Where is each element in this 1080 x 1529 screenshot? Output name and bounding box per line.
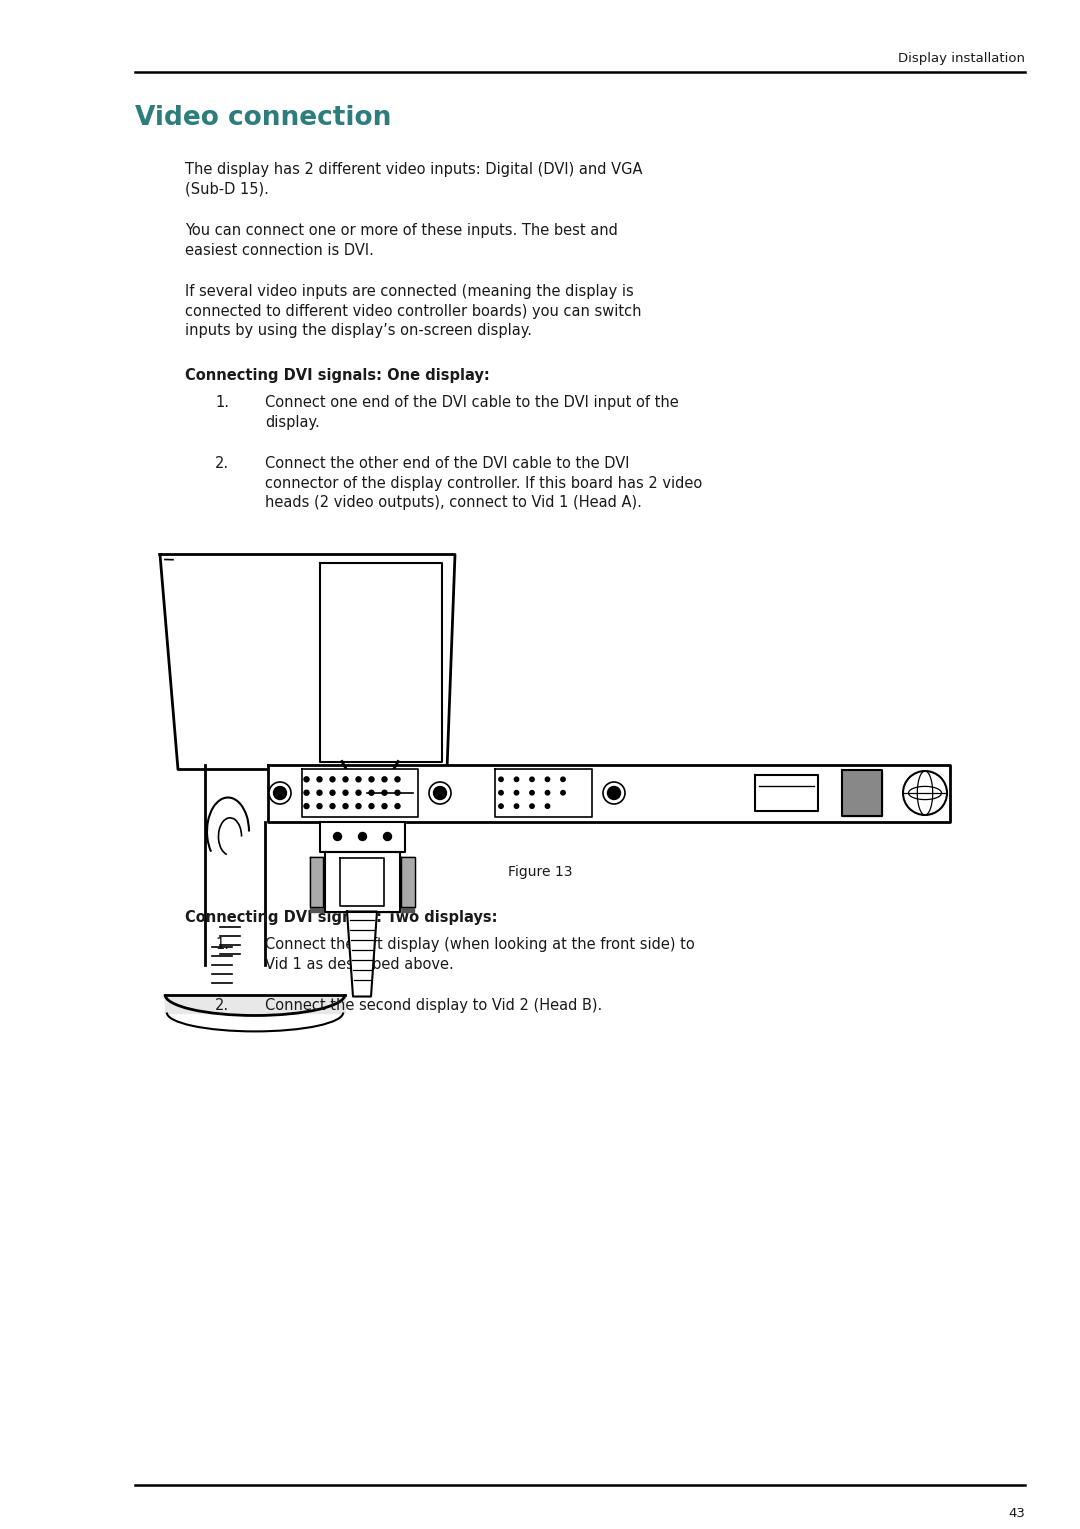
- Circle shape: [499, 790, 503, 795]
- Circle shape: [356, 790, 361, 795]
- Circle shape: [429, 781, 451, 804]
- Text: Figure 13: Figure 13: [508, 864, 572, 879]
- Circle shape: [269, 781, 291, 804]
- Circle shape: [903, 771, 947, 815]
- Circle shape: [369, 804, 374, 809]
- Text: The display has 2 different video inputs: Digital (DVI) and VGA: The display has 2 different video inputs…: [185, 162, 643, 177]
- Circle shape: [530, 777, 535, 781]
- Text: Connect the other end of the DVI cable to the DVI: Connect the other end of the DVI cable t…: [265, 456, 630, 471]
- Circle shape: [343, 804, 348, 809]
- Circle shape: [499, 804, 503, 809]
- Circle shape: [303, 790, 309, 795]
- Circle shape: [530, 804, 535, 809]
- Text: Vid 1 as described above.: Vid 1 as described above.: [265, 957, 454, 971]
- Text: inputs by using the display’s on-screen display.: inputs by using the display’s on-screen …: [185, 323, 532, 338]
- Circle shape: [330, 804, 335, 809]
- Text: 2.: 2.: [215, 998, 229, 1014]
- Circle shape: [514, 790, 518, 795]
- Polygon shape: [402, 856, 415, 907]
- Text: 1.: 1.: [215, 394, 229, 410]
- Circle shape: [334, 832, 341, 841]
- Text: If several video inputs are connected (meaning the display is: If several video inputs are connected (m…: [185, 284, 634, 300]
- Circle shape: [382, 790, 387, 795]
- Circle shape: [499, 777, 503, 781]
- Polygon shape: [310, 856, 415, 911]
- Text: (Sub-D 15).: (Sub-D 15).: [185, 182, 269, 197]
- Text: Display installation: Display installation: [897, 52, 1025, 66]
- Circle shape: [303, 804, 309, 809]
- Polygon shape: [268, 764, 950, 821]
- Circle shape: [273, 786, 286, 800]
- Circle shape: [359, 832, 366, 841]
- Circle shape: [514, 777, 518, 781]
- Polygon shape: [347, 911, 377, 997]
- Circle shape: [607, 786, 621, 800]
- Circle shape: [343, 777, 348, 781]
- Circle shape: [382, 777, 387, 781]
- Circle shape: [433, 786, 446, 800]
- Circle shape: [303, 777, 309, 781]
- Circle shape: [318, 804, 322, 809]
- Text: Connect one end of the DVI cable to the DVI input of the: Connect one end of the DVI cable to the …: [265, 394, 678, 410]
- Polygon shape: [495, 769, 592, 816]
- Circle shape: [514, 804, 518, 809]
- Circle shape: [318, 777, 322, 781]
- Text: 2.: 2.: [215, 456, 229, 471]
- Text: Connect the left display (when looking at the front side) to: Connect the left display (when looking a…: [265, 937, 694, 953]
- Circle shape: [356, 777, 361, 781]
- Polygon shape: [324, 852, 400, 911]
- Text: You can connect one or more of these inputs. The best and: You can connect one or more of these inp…: [185, 223, 618, 239]
- Text: 1.: 1.: [215, 937, 229, 953]
- Polygon shape: [310, 856, 323, 907]
- Circle shape: [603, 781, 625, 804]
- Polygon shape: [320, 821, 405, 852]
- Circle shape: [545, 804, 550, 809]
- Circle shape: [395, 790, 400, 795]
- Circle shape: [382, 804, 387, 809]
- Polygon shape: [340, 858, 384, 905]
- Circle shape: [545, 790, 550, 795]
- Circle shape: [395, 804, 400, 809]
- Text: Connecting DVI signals: Two displays:: Connecting DVI signals: Two displays:: [185, 910, 498, 925]
- Polygon shape: [755, 775, 818, 812]
- Circle shape: [330, 777, 335, 781]
- Text: Connect the second display to Vid 2 (Head B).: Connect the second display to Vid 2 (Hea…: [265, 998, 603, 1014]
- Text: 43: 43: [1008, 1508, 1025, 1520]
- Circle shape: [561, 790, 565, 795]
- Circle shape: [561, 777, 565, 781]
- Circle shape: [369, 790, 374, 795]
- Circle shape: [318, 790, 322, 795]
- Text: Video connection: Video connection: [135, 106, 391, 131]
- Polygon shape: [842, 771, 882, 816]
- Circle shape: [343, 790, 348, 795]
- Polygon shape: [160, 555, 455, 769]
- Text: connector of the display controller. If this board has 2 video: connector of the display controller. If …: [265, 476, 702, 491]
- Polygon shape: [320, 563, 442, 761]
- Circle shape: [369, 777, 374, 781]
- Polygon shape: [302, 769, 418, 816]
- Text: connected to different video controller boards) you can switch: connected to different video controller …: [185, 303, 642, 318]
- Text: heads (2 video outputs), connect to Vid 1 (Head A).: heads (2 video outputs), connect to Vid …: [265, 495, 642, 511]
- Circle shape: [545, 777, 550, 781]
- Text: Connecting DVI signals: One display:: Connecting DVI signals: One display:: [185, 367, 489, 382]
- Circle shape: [356, 804, 361, 809]
- Text: display.: display.: [265, 414, 320, 430]
- Circle shape: [330, 790, 335, 795]
- Polygon shape: [165, 994, 345, 1012]
- Circle shape: [395, 777, 400, 781]
- Text: easiest connection is DVI.: easiest connection is DVI.: [185, 243, 374, 257]
- Circle shape: [530, 790, 535, 795]
- Circle shape: [383, 832, 392, 841]
